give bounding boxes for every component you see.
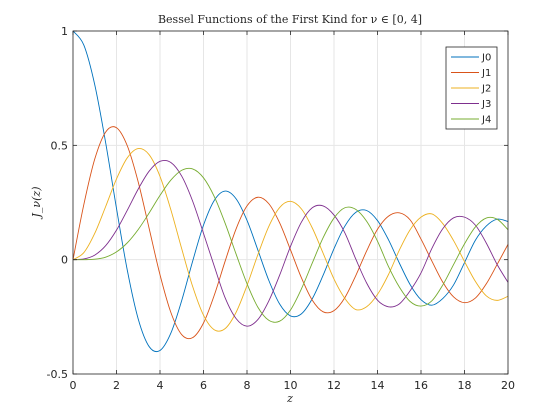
- x-tick-label: 8: [244, 379, 251, 392]
- x-tick-label: 10: [284, 379, 298, 392]
- series-line-j3: [72, 159, 509, 327]
- x-tick-label: 6: [200, 379, 207, 392]
- legend-label-j2: J2: [481, 84, 491, 95]
- legend: J0 J1 J2 J3 J4: [445, 46, 498, 130]
- y-tick-label: 0.5: [51, 139, 69, 152]
- legend-label-j1: J1: [481, 68, 491, 79]
- y-tick-label: 1: [61, 25, 68, 38]
- legend-label-j0: J0: [481, 53, 491, 64]
- y-axis-label: J_ν(z): [30, 187, 43, 220]
- x-axis-label: z: [286, 392, 293, 405]
- series-line-j1: [72, 126, 509, 340]
- x-tick-label: 18: [458, 379, 472, 392]
- y-tick-label: -0.5: [47, 368, 68, 381]
- chart-title: Bessel Functions of the First Kind for ν…: [158, 13, 422, 26]
- series-lines: [72, 30, 509, 353]
- y-tick-label: 0: [61, 254, 68, 267]
- x-tick-label: 12: [327, 379, 341, 392]
- series-line-j2: [72, 148, 509, 332]
- series-line-j4: [72, 167, 509, 323]
- x-tick-label: 14: [371, 379, 385, 392]
- series-line-j0: [72, 30, 509, 353]
- x-tick-label: 0: [70, 379, 77, 392]
- legend-label-j3: J3: [481, 99, 491, 110]
- x-tick-label: 4: [157, 379, 164, 392]
- x-tick-label: 20: [501, 379, 515, 392]
- axis-ticks: 0 2 4 6 8 10 12 14 16 18 20-0.500.51: [47, 25, 515, 392]
- legend-label-j4: J4: [481, 115, 491, 126]
- x-tick-label: 16: [414, 379, 428, 392]
- x-tick-label: 2: [113, 379, 120, 392]
